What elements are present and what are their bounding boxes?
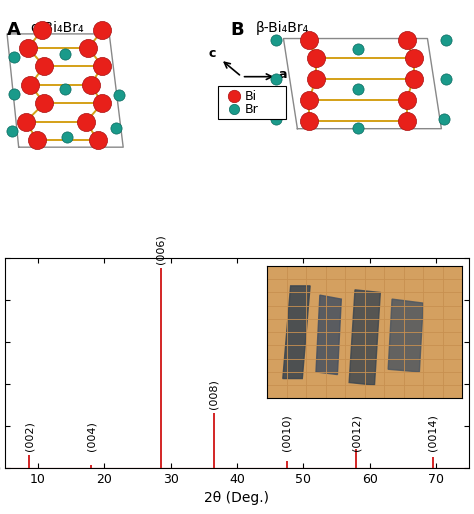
Point bbox=[305, 117, 313, 125]
Point bbox=[273, 115, 280, 123]
Point bbox=[312, 54, 320, 62]
Text: (006): (006) bbox=[155, 234, 166, 264]
Point bbox=[10, 53, 18, 61]
Text: a: a bbox=[279, 68, 287, 81]
Point bbox=[24, 44, 32, 52]
Point bbox=[94, 136, 101, 144]
Point bbox=[22, 118, 29, 126]
Point bbox=[99, 99, 106, 107]
Point bbox=[99, 26, 106, 34]
Text: Br: Br bbox=[245, 103, 259, 116]
FancyBboxPatch shape bbox=[219, 86, 286, 119]
Point bbox=[82, 118, 90, 126]
Point bbox=[61, 85, 69, 94]
Point bbox=[230, 91, 237, 100]
Text: Bi: Bi bbox=[245, 90, 257, 103]
Text: (0012): (0012) bbox=[351, 414, 362, 451]
Point bbox=[112, 123, 120, 132]
Point bbox=[61, 49, 69, 58]
Text: β-Bi₄Br₄: β-Bi₄Br₄ bbox=[255, 21, 309, 35]
Text: (002): (002) bbox=[24, 421, 34, 451]
Text: B: B bbox=[230, 21, 244, 39]
Point bbox=[305, 35, 313, 44]
Point bbox=[442, 75, 450, 83]
Point bbox=[410, 54, 417, 62]
Point bbox=[273, 35, 280, 44]
Point bbox=[87, 81, 94, 89]
Text: (008): (008) bbox=[209, 379, 219, 409]
Point bbox=[34, 136, 41, 144]
Text: (0010): (0010) bbox=[282, 414, 292, 451]
Point bbox=[38, 26, 46, 34]
Point bbox=[84, 44, 92, 52]
Point bbox=[305, 96, 313, 104]
Point bbox=[403, 96, 410, 104]
X-axis label: 2θ (Deg.): 2θ (Deg.) bbox=[204, 491, 270, 505]
Point bbox=[410, 75, 417, 83]
Point bbox=[312, 75, 320, 83]
Point bbox=[40, 62, 48, 70]
Point bbox=[10, 90, 18, 98]
Point bbox=[354, 123, 362, 132]
Point bbox=[354, 85, 362, 94]
Point bbox=[440, 115, 447, 123]
Text: c: c bbox=[208, 47, 216, 60]
Point bbox=[273, 75, 280, 83]
Point bbox=[354, 45, 362, 53]
Point bbox=[115, 91, 122, 99]
Text: A: A bbox=[7, 21, 21, 39]
Point bbox=[27, 81, 34, 89]
Point bbox=[40, 99, 48, 107]
Point bbox=[64, 133, 71, 141]
Point bbox=[403, 35, 410, 44]
Text: (004): (004) bbox=[86, 421, 96, 451]
Point bbox=[8, 127, 16, 135]
Text: (0014): (0014) bbox=[428, 414, 438, 451]
Point bbox=[99, 62, 106, 70]
Point bbox=[230, 104, 237, 113]
Point bbox=[442, 35, 450, 44]
Text: α-Bi₄Br₄: α-Bi₄Br₄ bbox=[30, 21, 84, 35]
Point bbox=[403, 117, 410, 125]
